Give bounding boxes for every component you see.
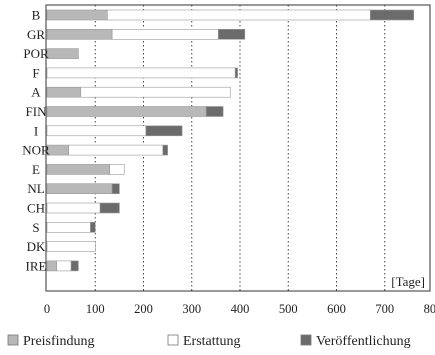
bar-segment <box>46 28 113 40</box>
bar-segment <box>46 9 108 21</box>
bar-segment <box>46 183 113 194</box>
bar-segment <box>46 202 101 214</box>
bar-segment <box>46 260 57 272</box>
bar-segment <box>109 164 125 175</box>
category-label: F <box>32 65 39 80</box>
bar-segment <box>111 28 219 40</box>
x-tick-label: 500 <box>279 302 298 316</box>
x-tick-labels: 0 100 200 300 400 500 600 700 800 <box>44 302 435 316</box>
category-label: IRE <box>26 258 47 273</box>
bar-segment <box>80 86 231 98</box>
x-tick-label: 600 <box>327 302 346 316</box>
x-tick-label: 300 <box>182 302 201 316</box>
bar-segment <box>46 164 111 175</box>
legend-label: Erstattung <box>183 334 241 349</box>
category-label: POR <box>23 46 49 61</box>
category-label: CH <box>27 201 45 216</box>
bar-segment <box>46 86 82 98</box>
category-label: NL <box>27 181 44 196</box>
category-label: NOR <box>22 143 50 158</box>
category-label: E <box>32 162 40 177</box>
category-label: I <box>34 123 38 138</box>
bar-segment <box>162 144 168 156</box>
legend: Preisfindung Erstattung Veröffentlichung <box>7 334 411 349</box>
category-label: FIN <box>26 104 48 119</box>
bar-segment <box>46 106 207 117</box>
legend-swatch <box>7 334 19 346</box>
plot-frame <box>45 4 431 292</box>
bars <box>46 9 414 272</box>
category-label: B <box>32 8 41 23</box>
bar-segment <box>234 67 238 79</box>
bar-segment <box>107 9 371 21</box>
legend-label: Preisfindung <box>23 334 95 349</box>
bar-segment <box>111 183 120 194</box>
bar-segment <box>217 28 246 40</box>
bar-segment <box>46 222 91 233</box>
x-tick-label: 0 <box>44 302 50 316</box>
x-tick-label: 100 <box>86 302 105 316</box>
category-label: S <box>32 220 39 235</box>
unit-label: [Tage] <box>391 274 425 289</box>
bar-segment <box>205 106 224 117</box>
bar-segment <box>90 222 96 233</box>
category-label: A <box>31 85 41 100</box>
legend-label: Veröffentlichung <box>316 334 411 349</box>
bar-segment <box>46 144 70 156</box>
x-tick-label: 200 <box>134 302 153 316</box>
x-tick-label: 700 <box>375 302 394 316</box>
legend-swatch <box>300 334 312 346</box>
bar-segment <box>70 260 79 272</box>
bar-segment <box>99 202 120 214</box>
category-labels: B GR POR FA FIN I NOR E NL CH S DK IRE <box>22 8 50 274</box>
bar-segment <box>56 260 72 272</box>
bar-segment <box>46 67 236 79</box>
category-label: DK <box>27 239 46 254</box>
bar-segment <box>68 144 164 156</box>
bar-segment <box>46 48 79 59</box>
category-label: GR <box>27 27 45 42</box>
bar-segment <box>145 125 183 137</box>
x-tick-label: 400 <box>231 302 250 316</box>
bar-segment <box>46 241 96 252</box>
legend-swatch <box>167 334 179 346</box>
x-tick-label: 800 <box>424 302 435 316</box>
bar-segment <box>46 125 147 137</box>
bar-segment <box>369 9 414 21</box>
